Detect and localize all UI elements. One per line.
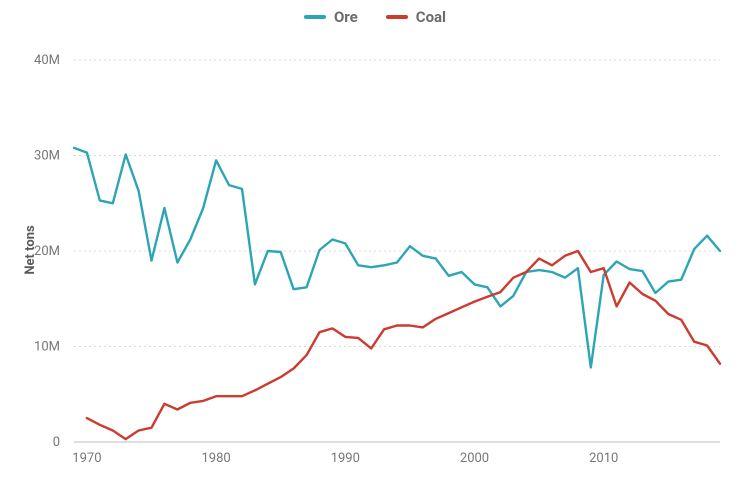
legend-item-ore[interactable]: Ore	[304, 8, 358, 26]
x-tick-label: 1970	[72, 451, 101, 466]
legend-swatch-coal	[386, 15, 408, 19]
series-group	[74, 148, 720, 439]
legend-label: Coal	[416, 8, 446, 26]
legend-swatch-ore	[304, 15, 326, 19]
y-tick-label: 20M	[34, 244, 60, 259]
plot-area: 010M20M30M40M 19701980199020002010	[70, 50, 730, 470]
y-tick-label: 30M	[34, 149, 60, 164]
y-tick-label: 10M	[34, 340, 60, 355]
legend-label: Ore	[334, 8, 358, 26]
y-tick-label: 0	[53, 435, 60, 450]
x-tick-label: 2010	[589, 451, 618, 466]
series-line-coal	[87, 251, 720, 439]
y-tick-label: 40M	[34, 53, 60, 68]
x-tick-label: 1990	[331, 451, 360, 466]
x-axis-ticks: 1970 1980 1990 2000 2010	[72, 451, 618, 466]
chart-container: Ore Coal Net tons 010M20M30M40M 19701980…	[0, 0, 750, 500]
series-line-ore	[74, 148, 720, 368]
legend: Ore Coal	[0, 8, 750, 26]
x-tick-label: 1980	[202, 451, 231, 466]
gridlines	[74, 60, 720, 442]
y-axis-ticks: 0 10M 20M 30M 40M	[34, 53, 60, 450]
x-tick-label: 2000	[460, 451, 489, 466]
legend-item-coal[interactable]: Coal	[386, 8, 446, 26]
